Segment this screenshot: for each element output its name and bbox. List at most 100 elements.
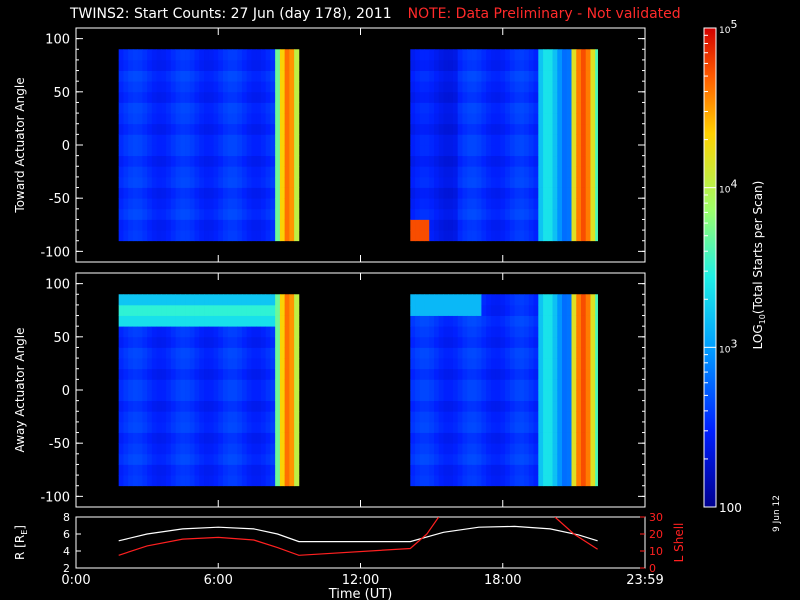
heatmap-cell (180, 187, 186, 199)
heatmap-cell (543, 70, 549, 82)
heatmap-cell (528, 145, 534, 157)
heatmap-cell (275, 347, 281, 359)
heatmap-cell (180, 400, 186, 412)
heatmap-cell (246, 379, 252, 391)
heatmap-cell (590, 113, 596, 125)
heatmap-cell (213, 315, 219, 327)
colorbar-tick-label: 104 (719, 178, 737, 196)
heatmap-cell (256, 443, 262, 455)
heatmap-cell (580, 368, 587, 380)
heatmap-cell (265, 145, 271, 157)
heatmap-cell (227, 464, 233, 476)
heatmap-cell (294, 187, 300, 199)
heatmap-cell (156, 102, 162, 114)
heatmap-cell (415, 91, 421, 103)
heatmap-cell (241, 123, 248, 135)
heatmap-cell (457, 187, 463, 199)
y-tick-label: -50 (49, 437, 70, 452)
heatmap-cell (438, 368, 444, 380)
heatmap-cell (170, 208, 176, 220)
heatmap-cell (189, 368, 195, 380)
heatmap-cell (161, 102, 167, 114)
heatmap-cell (128, 411, 134, 423)
heatmap-cell (123, 326, 129, 338)
heatmap-cell (486, 411, 492, 423)
heatmap-cell (509, 411, 515, 423)
heatmap-cell (128, 81, 134, 93)
heatmap-cell (552, 230, 558, 242)
heatmap-cell (514, 336, 520, 348)
heatmap-cell (265, 411, 271, 423)
heatmap-cell (448, 390, 454, 402)
heatmap-cell (557, 91, 563, 103)
heatmap-cell (424, 411, 430, 423)
heatmap-cell (514, 400, 520, 412)
heatmap-cell (213, 198, 219, 210)
heatmap-cell (566, 70, 572, 82)
heatmap-cell (161, 379, 167, 391)
heatmap-cell (213, 379, 219, 391)
heatmap-cell (462, 326, 468, 338)
heatmap-cell (218, 176, 224, 188)
heatmap-cell (256, 326, 262, 338)
heatmap-cell (595, 166, 598, 178)
heatmap-cell (118, 453, 124, 465)
heatmap-cell (590, 145, 596, 157)
heatmap-cell (500, 443, 506, 455)
heatmap-cell (166, 59, 172, 71)
heatmap-cell (222, 59, 229, 71)
heatmap-cell (566, 145, 572, 157)
heatmap-cell (481, 208, 487, 220)
heatmap-cell (443, 368, 449, 380)
heatmap-cell (595, 368, 598, 380)
heatmap-cell (175, 390, 181, 402)
heatmap-cell (595, 198, 598, 210)
heatmap-cell (151, 421, 158, 433)
heatmap-cell (265, 400, 271, 412)
heatmap-cell (476, 453, 482, 465)
heatmap-cell (476, 411, 482, 423)
heatmap-cell (132, 155, 139, 167)
heatmap-cell (237, 358, 243, 370)
heatmap-cell (538, 81, 544, 93)
heatmap-cell (256, 368, 262, 380)
heatmap-cell (509, 358, 515, 370)
heatmap-cell (199, 113, 205, 125)
heatmap-cell (208, 432, 214, 444)
heatmap-cell (566, 230, 572, 242)
heatmap-cell (265, 219, 271, 231)
heatmap-cell (237, 102, 243, 114)
heatmap-cell (185, 59, 191, 71)
heatmap-cell (429, 475, 435, 487)
heatmap-cell (495, 155, 501, 167)
heatmap-cell (222, 464, 229, 476)
heatmap-cell (166, 464, 172, 476)
heatmap-cell (123, 464, 129, 476)
heatmap-cell (557, 219, 563, 231)
heatmap-cell (443, 134, 449, 146)
heatmap-cell (260, 411, 267, 423)
heatmap-cell (222, 155, 229, 167)
heatmap-cell (490, 208, 497, 220)
heatmap-cell (237, 304, 243, 316)
heatmap-cell (434, 81, 440, 93)
heatmap-cell (204, 230, 210, 242)
heatmap-cell (457, 81, 463, 93)
heatmap-cell (552, 49, 558, 61)
heatmap-cell (180, 336, 186, 348)
heatmap-cell (562, 358, 568, 370)
heatmap-cell (180, 443, 186, 455)
heatmap-cell (481, 336, 487, 348)
heatmap-cell (490, 368, 497, 380)
heatmap-cell (180, 347, 186, 359)
heatmap-cell (142, 166, 148, 178)
heatmap-cell (595, 155, 598, 167)
heatmap-cell (524, 187, 530, 199)
colorbar-label: LOG10(Total Starts per Scan) (751, 181, 767, 350)
heatmap-cell (528, 464, 534, 476)
heatmap-cell (419, 464, 425, 476)
chart-title-row: TWINS2: Start Counts: 27 Jun (day 178), … (70, 6, 681, 22)
heatmap-cell (137, 464, 143, 476)
heatmap-cell (275, 432, 281, 444)
heatmap-cell (562, 453, 568, 465)
